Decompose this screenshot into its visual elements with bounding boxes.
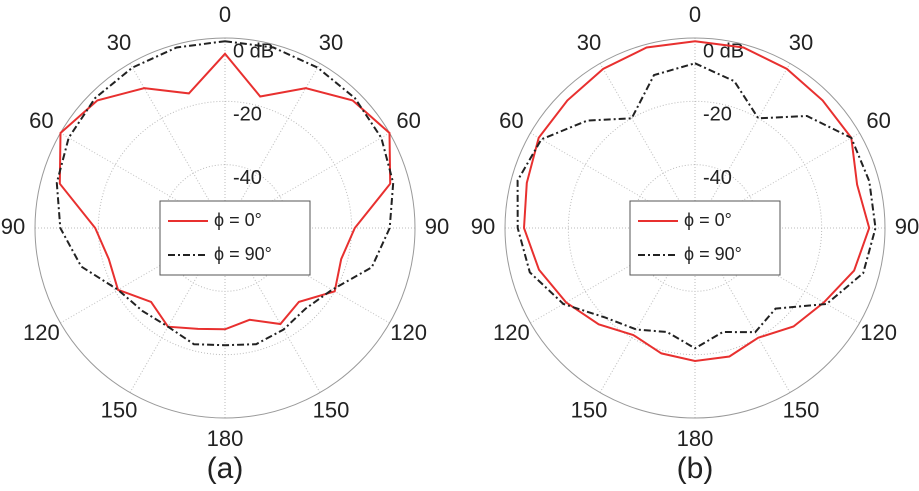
theta-tick-label: 120: [23, 320, 60, 345]
legend-label: ϕ = 0°: [214, 210, 262, 230]
pattern-line: [58, 52, 392, 331]
theta-tick-label: 60: [396, 108, 420, 133]
r-tick-label: -40: [703, 167, 732, 189]
legend-label: ϕ = 90°: [684, 244, 742, 264]
r-tick-label: -20: [703, 104, 732, 126]
theta-tick-label: 60: [29, 108, 53, 133]
theta-tick-label: 30: [789, 30, 813, 55]
theta-tick-label: 120: [493, 320, 530, 345]
polar-chart: 0 30 60 90 120 150 180 150 120 90 60 30 0 dB -20 -40 ϕ …: [1, 2, 449, 485]
r-tick-label: -20: [233, 104, 262, 126]
theta-tick-label: 60: [499, 108, 523, 133]
theta-tick-label: 150: [571, 397, 608, 422]
theta-tick-label: 120: [860, 320, 897, 345]
theta-tick-label: 60: [866, 108, 890, 133]
ring: [97, 100, 353, 356]
theta-tick-label: 90: [471, 214, 495, 239]
legend-label: ϕ = 0°: [684, 210, 732, 230]
theta-tick-label: 30: [319, 30, 343, 55]
theta-tick-label: 30: [107, 30, 131, 55]
theta-tick-label: 120: [390, 320, 427, 345]
theta-tick-label: 150: [313, 397, 350, 422]
outer-ring: [34, 37, 416, 419]
theta-tick-label: 180: [207, 426, 244, 451]
theta-tick-label: 30: [577, 30, 601, 55]
theta-tick-label: 0: [219, 2, 231, 27]
theta-tick-label: 150: [101, 397, 138, 422]
r-tick-label: 0 dB: [233, 40, 274, 62]
theta-tick-label: 150: [783, 397, 820, 422]
theta-tick-label: 0: [689, 2, 701, 27]
pattern-line: [516, 62, 877, 350]
ring: [567, 100, 823, 356]
r-tick-label: -40: [233, 167, 262, 189]
legend-box: [629, 200, 781, 276]
caption: (b): [677, 452, 714, 485]
caption: (a): [207, 452, 244, 485]
outer-ring: [504, 37, 886, 419]
theta-tick-label: 180: [677, 426, 714, 451]
legend-box: [159, 200, 311, 276]
theta-tick-label: 90: [895, 214, 919, 239]
theta-tick-label: 90: [425, 214, 449, 239]
theta-tick-label: 90: [1, 214, 25, 239]
pattern-line: [55, 40, 395, 347]
legend-label: ϕ = 90°: [214, 244, 272, 264]
